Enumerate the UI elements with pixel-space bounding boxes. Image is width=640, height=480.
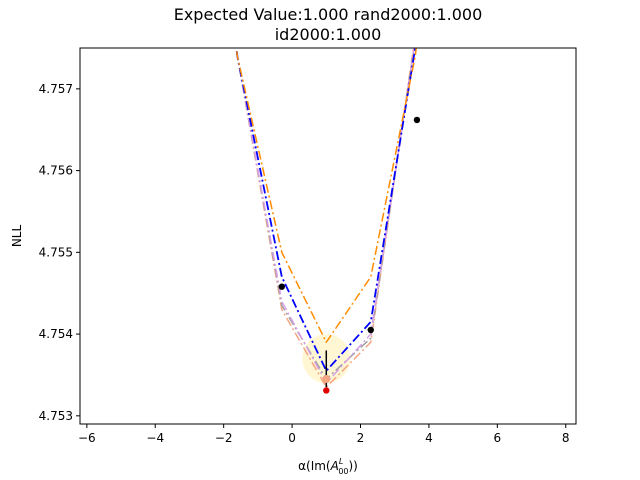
x-axis-label-symbol: A: [330, 459, 339, 473]
x-tick-label: 4: [425, 431, 433, 445]
data-point-3: [323, 387, 330, 394]
data-point-1: [367, 326, 374, 334]
x-tick-label: −4: [146, 431, 164, 445]
chart-title-line-1: Expected Value:1.000 rand2000:1.000: [174, 5, 483, 24]
y-tick-label: 4.753: [39, 409, 73, 423]
x-axis-label-suffix: )): [349, 459, 358, 473]
y-axis-label: NLL: [10, 225, 24, 248]
x-axis-label-superscript: L: [339, 457, 343, 466]
minimum-marker-dot: [322, 375, 331, 384]
x-tick-label: −2: [215, 431, 233, 445]
x-axis-label: α(Im(AL 00)): [298, 457, 358, 476]
x-axis-label-prefix: α(Im(: [298, 459, 331, 473]
x-tick-label: 6: [494, 431, 502, 445]
x-tick-label: 0: [288, 431, 296, 445]
plot-area: [235, 48, 421, 394]
x-axis-label-subscript: 00: [338, 467, 348, 476]
x-tick-label: 2: [357, 431, 365, 445]
series-line-0: [235, 48, 418, 344]
y-tick-label: 4.755: [39, 245, 73, 259]
y-tick-label: 4.754: [39, 327, 73, 341]
axes-frame: [79, 47, 577, 425]
x-tick-label: 8: [562, 431, 570, 445]
y-tick-label: 4.756: [39, 164, 73, 178]
data-point-0: [278, 283, 286, 290]
y-tick-label: 4.757: [39, 82, 73, 96]
axes: −6 −4 −2 0 2 4 6 8 4.753 4.754 4.755 4.756 4.757: [39, 47, 577, 445]
x-tick-label: −6: [78, 431, 96, 445]
chart-title-line-2: id2000:1.000: [275, 25, 382, 44]
data-point-2: [413, 116, 421, 124]
